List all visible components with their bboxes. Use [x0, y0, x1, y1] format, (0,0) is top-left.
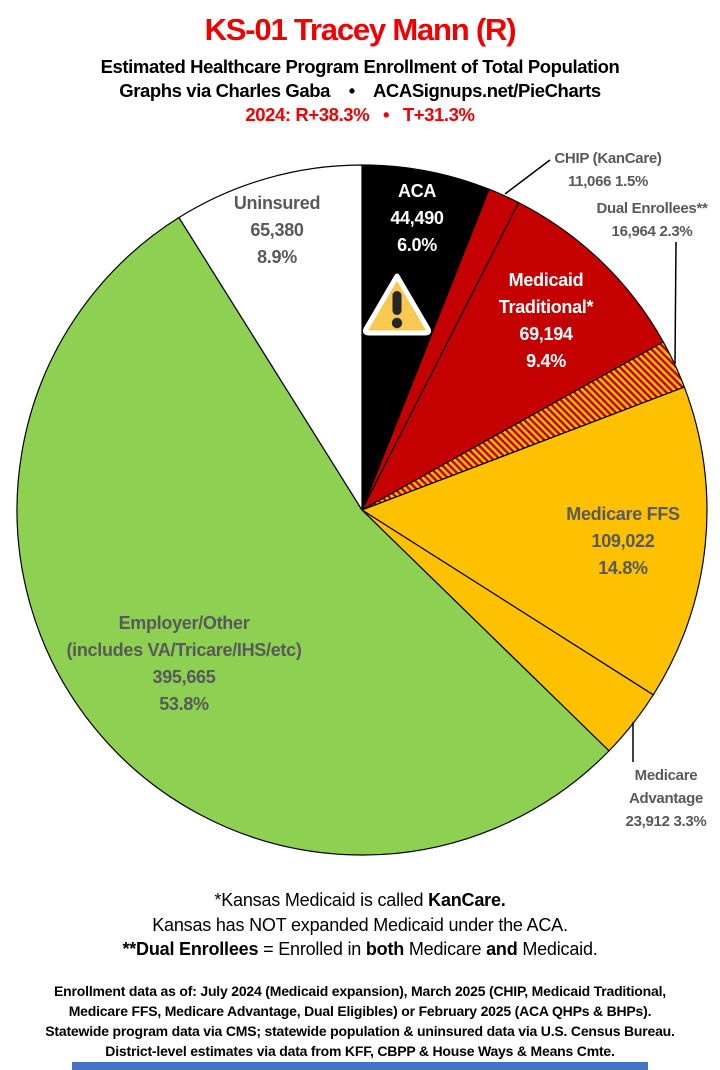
- subtitle: Estimated Healthcare Program Enrollment …: [100, 56, 620, 77]
- partisan-result: 2024: R+38.3%: [245, 104, 370, 125]
- slice-name: Medicare FFS: [566, 504, 680, 524]
- slice-count: 23,912 3.3%: [625, 813, 707, 830]
- slice-count: 395,665: [152, 667, 216, 687]
- slice-percent: 14.8%: [598, 558, 648, 578]
- pie-slice-uninsured: [178, 164, 363, 511]
- source-line: Statewide program data via CMS; statewid…: [45, 1023, 675, 1039]
- slice-name: Dual Enrollees**: [596, 200, 708, 217]
- source-line: Medicare FFS, Medicare Advantage, Dual E…: [68, 1003, 652, 1019]
- label-uninsured: Uninsured 65,380 8.9%: [233, 190, 321, 271]
- slice-count: 44,490: [390, 208, 444, 228]
- pie-slice-aca: [361, 164, 490, 511]
- warning-icon: [361, 271, 433, 337]
- slice-name: Advantage: [629, 790, 703, 807]
- credit-site: ACASignups.net/PieCharts: [372, 80, 601, 101]
- slice-percent: 53.8%: [159, 694, 209, 714]
- label-medicare-advantage: Medicare Advantage 23,912 3.3%: [626, 764, 707, 833]
- slice-count: 11,066 1.5%: [567, 173, 649, 190]
- label-medicare-ffs: Medicare FFS 109,022 14.8%: [566, 501, 680, 582]
- slice-count: 16,964 2.3%: [611, 223, 693, 240]
- header: KS-01 Tracey Mann (R) Estimated Healthca…: [0, 12, 720, 127]
- footnote-expansion: Kansas has NOT expanded Medicaid under t…: [152, 914, 568, 935]
- slice-count: 69,194: [519, 324, 573, 344]
- slice-name: Employer/Other: [118, 613, 250, 633]
- label-chip: CHIP (KanCare) 11,066 1.5%: [554, 147, 662, 193]
- bullet-separator-icon: •: [348, 80, 355, 101]
- slice-count: 65,380: [250, 220, 304, 240]
- pie-chart: [16, 159, 708, 856]
- footnotes: *Kansas Medicaid is called KanCare. Kans…: [0, 888, 720, 962]
- footnote-kancare: *Kansas Medicaid is called KanCare.: [214, 890, 506, 910]
- footer-bar: [72, 1062, 648, 1070]
- bullet-separator-icon: •: [383, 104, 390, 125]
- label-aca: ACA 44,490 6.0%: [390, 178, 444, 259]
- slice-name: CHIP (KanCare): [554, 150, 662, 167]
- pie-slice-medicaid: [361, 202, 664, 511]
- slice-percent: 8.9%: [257, 247, 297, 267]
- partisan-trump: T+31.3%: [402, 104, 475, 125]
- label-medicaid-traditional: Medicaid Traditional* 69,194 9.4%: [498, 267, 594, 375]
- label-employer-other: Employer/Other (includes VA/Tricare/IHS/…: [66, 610, 301, 718]
- dual-enrollees-callout-line: [674, 241, 677, 365]
- source-line: Enrollment data as of: July 2024 (Medica…: [54, 983, 666, 999]
- partisan-lean: 2024: R+38.3% • T+31.3%: [0, 103, 720, 127]
- pie-slice-ffs: [361, 386, 708, 696]
- pie-slice-employer: [16, 216, 610, 856]
- credit-author: Graphs via Charles Gaba: [119, 80, 331, 101]
- slice-percent: 9.4%: [526, 351, 566, 371]
- slice-count: 109,022: [591, 531, 655, 551]
- chip-callout-line: [504, 159, 551, 195]
- slice-name: Medicare: [634, 767, 698, 784]
- slice-name: Traditional*: [498, 297, 594, 317]
- data-sources: Enrollment data as of: July 2024 (Medica…: [0, 981, 720, 1061]
- slice-name: ACA: [397, 181, 437, 201]
- page-title: KS-01 Tracey Mann (R): [204, 12, 517, 47]
- label-dual-enrollees: Dual Enrollees** 16,964 2.3%: [596, 197, 707, 243]
- slice-subname: (includes VA/Tricare/IHS/etc): [66, 640, 302, 660]
- slice-percent: 6.0%: [397, 235, 437, 255]
- footnote-dual: **Dual Enrollees = Enrolled in both Medi…: [122, 939, 598, 959]
- slice-name: Medicaid: [508, 270, 584, 290]
- source-line: District-level estimates via data from K…: [105, 1043, 615, 1059]
- credit-line: Graphs via Charles Gaba • ACASignups.net…: [0, 79, 720, 103]
- slice-name: Uninsured: [233, 193, 321, 213]
